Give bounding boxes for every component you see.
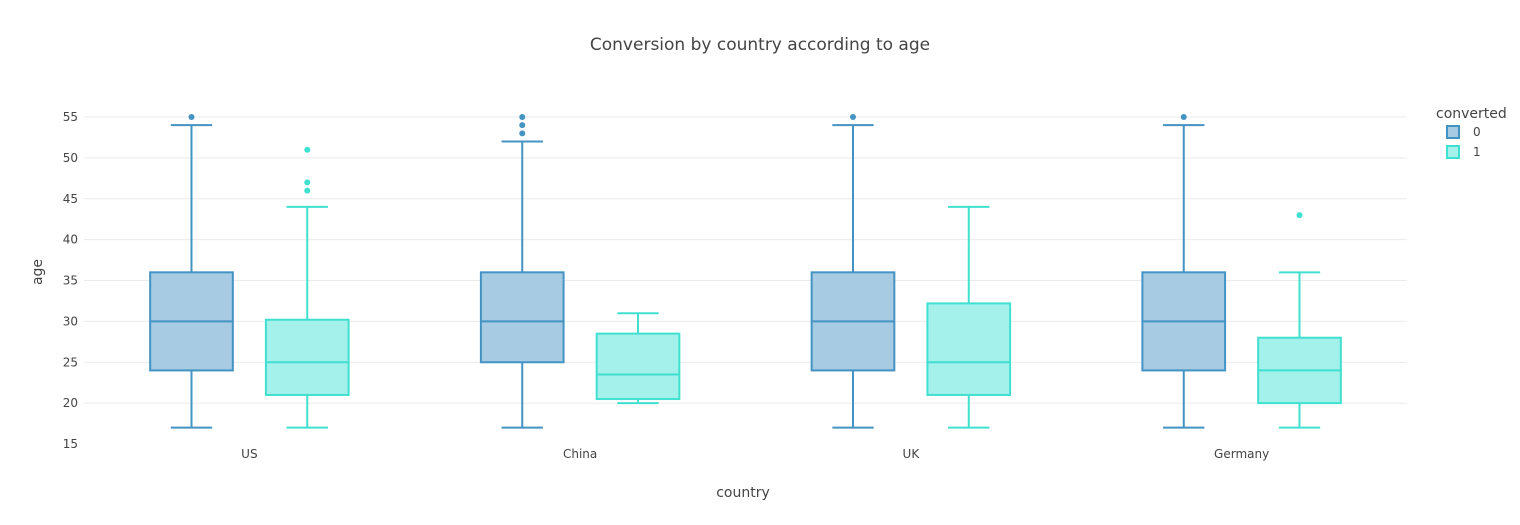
legend-label-0: 0: [1473, 125, 1481, 139]
legend-label-1: 1: [1473, 145, 1481, 159]
y-tick-label: 45: [63, 192, 78, 206]
box-us-0: [149, 114, 234, 429]
y-tick-label: 15: [63, 437, 78, 451]
y-axis-ticks: 15 20 25 30 35 40 45 50 55: [63, 110, 78, 451]
chart-title: Conversion by country according to age: [590, 35, 930, 55]
outlier-point: [304, 146, 311, 153]
iqr-box: [479, 271, 565, 364]
y-tick-label: 30: [63, 314, 78, 328]
x-tick-label: Germany: [1214, 447, 1269, 461]
outlier-point: [519, 122, 526, 129]
x-axis-ticks: US China UK Germany: [241, 447, 1269, 461]
y-axis-title: age: [30, 259, 46, 285]
box-uk-1: [926, 205, 1012, 429]
box-series: [149, 114, 1342, 429]
iqr-box: [264, 318, 350, 396]
iqr-box: [926, 302, 1012, 396]
outlier-point: [1180, 114, 1187, 120]
outlier-point: [519, 130, 526, 137]
series-1: [264, 146, 1342, 429]
outlier-point: [519, 114, 526, 120]
y-tick-label: 20: [63, 396, 78, 410]
iqr-box: [595, 332, 681, 401]
y-tick-label: 40: [63, 233, 78, 247]
box-germany-1: [1257, 212, 1342, 429]
outlier-point: [849, 114, 856, 120]
outlier-point: [188, 114, 195, 120]
box-germany-0: [1141, 114, 1227, 429]
legend-swatch-1: [1446, 145, 1460, 159]
x-tick-label: UK: [903, 447, 921, 461]
box-china-1: [595, 312, 681, 405]
x-tick-label: US: [241, 447, 257, 461]
box-uk-0: [810, 114, 896, 429]
legend-swatch-0: [1446, 125, 1460, 139]
y-tick-label: 55: [63, 110, 78, 124]
y-tick-label: 50: [63, 151, 78, 165]
y-tick-label: 35: [63, 274, 78, 288]
outlier-point: [1296, 212, 1303, 219]
box-china-0: [479, 114, 565, 429]
outlier-point: [304, 187, 311, 194]
legend: converted 0 1: [1436, 106, 1507, 159]
series-0: [149, 114, 1227, 429]
x-axis-title: country: [716, 485, 770, 501]
legend-title: converted: [1436, 106, 1507, 122]
box-us-1: [264, 146, 350, 429]
y-tick-label: 25: [63, 355, 78, 369]
outlier-point: [304, 179, 311, 186]
x-tick-label: China: [563, 447, 597, 461]
